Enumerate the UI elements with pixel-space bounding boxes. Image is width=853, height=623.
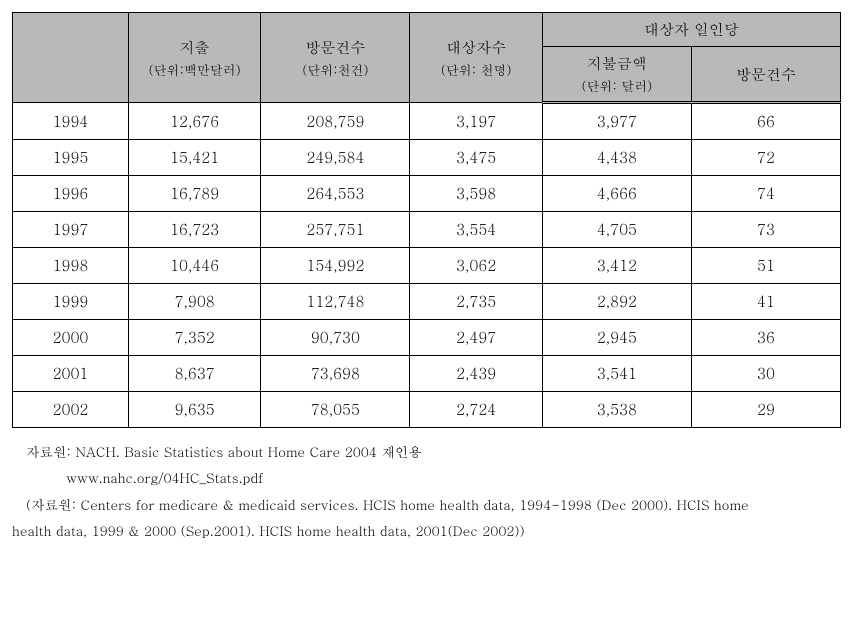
cell-expend: 15,421 — [128, 140, 260, 176]
table-row: 20018,63773,6982,4393,54130 — [13, 356, 841, 392]
cell-pervisits: 51 — [691, 248, 840, 284]
table-row: 199616,789264,5533,5984,66674 — [13, 176, 841, 212]
cell-expend: 7,352 — [128, 320, 260, 356]
cell-clients: 3,598 — [410, 176, 542, 212]
cell-visits: 73,698 — [261, 356, 410, 392]
cell-expend: 9,635 — [128, 392, 260, 428]
cell-expend: 7,908 — [128, 284, 260, 320]
table-row: 20029,63578,0552,7243,53829 — [13, 392, 841, 428]
cell-pay: 4,705 — [542, 212, 691, 248]
header-expend: 지출 (단위:백만달러) — [128, 13, 260, 103]
note-line-3: (자료원: Centers for medicare & medicaid se… — [12, 493, 841, 517]
header-expend-sub: (단위:백만달러) — [133, 60, 256, 79]
cell-year: 1999 — [13, 284, 129, 320]
header-blank — [13, 13, 129, 103]
cell-pervisits: 72 — [691, 140, 840, 176]
table-row: 20007,35290,7302,4972,94536 — [13, 320, 841, 356]
cell-visits: 249,584 — [261, 140, 410, 176]
header-visits-sub: (단위:천건) — [265, 60, 405, 79]
header-visits-main: 방문건수 — [305, 37, 365, 58]
note-line-4: health data, 1999 & 2000 (Sep.2001). HCI… — [12, 519, 841, 543]
cell-pay: 3,541 — [542, 356, 691, 392]
table-row: 199716,723257,7513,5544,70573 — [13, 212, 841, 248]
cell-expend: 8,637 — [128, 356, 260, 392]
header-pervisits: 방문건수 — [691, 47, 840, 103]
header-pay: 지불금액 (단위: 달러) — [542, 47, 691, 103]
header-group-perclient: 대상자 일인당 — [542, 13, 840, 47]
table-header: 지출 (단위:백만달러) 방문건수 (단위:천건) 대상자수 (단위: 천명) … — [13, 13, 841, 103]
cell-pervisits: 36 — [691, 320, 840, 356]
cell-visits: 154,992 — [261, 248, 410, 284]
cell-pervisits: 74 — [691, 176, 840, 212]
header-clients-sub: (단위: 천명) — [414, 60, 537, 79]
table-body: 199412,676208,7593,1973,97766199515,4212… — [13, 103, 841, 428]
cell-year: 1994 — [13, 103, 129, 140]
cell-clients: 2,735 — [410, 284, 542, 320]
cell-pervisits: 41 — [691, 284, 840, 320]
table-row: 19997,908112,7482,7352,89241 — [13, 284, 841, 320]
cell-pervisits: 73 — [691, 212, 840, 248]
cell-year: 1998 — [13, 248, 129, 284]
note-line-1: 자료원: NACH. Basic Statistics about Home C… — [12, 440, 841, 464]
table-row: 199515,421249,5843,4754,43872 — [13, 140, 841, 176]
table-row: 199810,446154,9923,0623,41251 — [13, 248, 841, 284]
cell-year: 1995 — [13, 140, 129, 176]
cell-visits: 264,553 — [261, 176, 410, 212]
cell-expend: 10,446 — [128, 248, 260, 284]
cell-clients: 2,724 — [410, 392, 542, 428]
cell-year: 2002 — [13, 392, 129, 428]
cell-visits: 112,748 — [261, 284, 410, 320]
header-pervisits-main: 방문건수 — [736, 64, 796, 85]
header-clients: 대상자수 (단위: 천명) — [410, 13, 542, 103]
cell-clients: 2,497 — [410, 320, 542, 356]
cell-visits: 208,759 — [261, 103, 410, 140]
cell-pay: 3,538 — [542, 392, 691, 428]
cell-visits: 78,055 — [261, 392, 410, 428]
cell-year: 1996 — [13, 176, 129, 212]
cell-pay: 4,666 — [542, 176, 691, 212]
cell-year: 1997 — [13, 212, 129, 248]
cell-pervisits: 30 — [691, 356, 840, 392]
cell-year: 2001 — [13, 356, 129, 392]
cell-clients: 3,062 — [410, 248, 542, 284]
cell-clients: 3,554 — [410, 212, 542, 248]
cell-expend: 12,676 — [128, 103, 260, 140]
cell-pervisits: 66 — [691, 103, 840, 140]
cell-pay: 3,977 — [542, 103, 691, 140]
cell-year: 2000 — [13, 320, 129, 356]
cell-pervisits: 29 — [691, 392, 840, 428]
header-pay-sub: (단위: 달러) — [547, 76, 687, 95]
header-clients-main: 대상자수 — [446, 37, 506, 58]
header-pay-main: 지불금액 — [587, 53, 647, 74]
cell-pay: 3,412 — [542, 248, 691, 284]
table-row: 199412,676208,7593,1973,97766 — [13, 103, 841, 140]
cell-clients: 3,475 — [410, 140, 542, 176]
cell-pay: 4,438 — [542, 140, 691, 176]
header-expend-main: 지출 — [180, 37, 210, 58]
header-visits: 방문건수 (단위:천건) — [261, 13, 410, 103]
note-line-2: www.nahc.org/04HC_Stats.pdf — [12, 466, 841, 490]
cell-clients: 2,439 — [410, 356, 542, 392]
cell-pay: 2,945 — [542, 320, 691, 356]
cell-expend: 16,723 — [128, 212, 260, 248]
cell-pay: 2,892 — [542, 284, 691, 320]
data-table: 지출 (단위:백만달러) 방문건수 (단위:천건) 대상자수 (단위: 천명) … — [12, 12, 841, 428]
cell-visits: 90,730 — [261, 320, 410, 356]
cell-visits: 257,751 — [261, 212, 410, 248]
cell-expend: 16,789 — [128, 176, 260, 212]
source-notes: 자료원: NACH. Basic Statistics about Home C… — [12, 440, 841, 543]
cell-clients: 3,197 — [410, 103, 542, 140]
